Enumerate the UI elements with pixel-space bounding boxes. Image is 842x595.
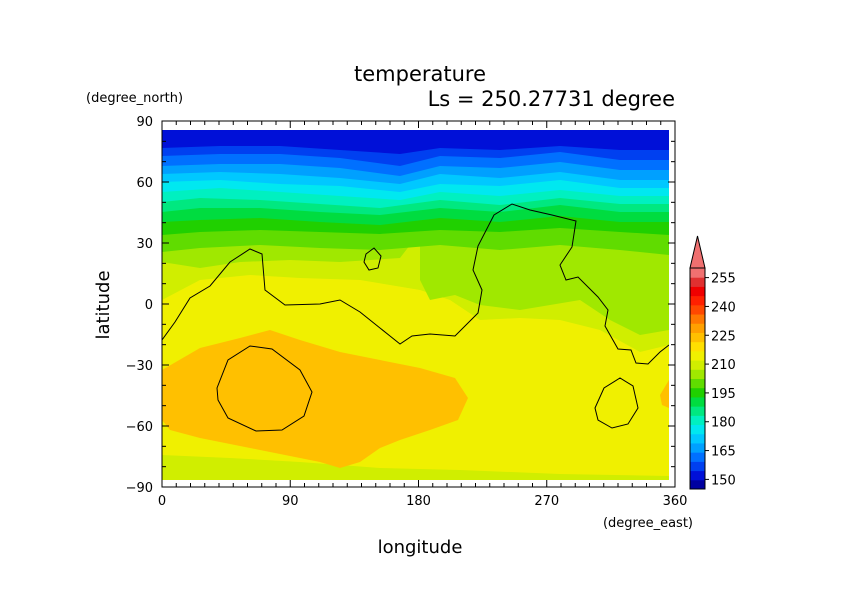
colorbar-swatch <box>690 314 705 324</box>
y-tick-label: 0 <box>145 298 153 313</box>
y-axis: 90 60 30 0 −30 −60 −90 <box>126 115 675 496</box>
colorbar-frame <box>689 267 706 490</box>
contour-line <box>363 247 382 271</box>
x-tick-label: 270 <box>534 494 559 509</box>
y-tick-label: −90 <box>126 481 153 496</box>
y-unit-label: (degree_north) <box>86 91 183 106</box>
band-fill <box>420 232 669 335</box>
colorbar-label: 165 <box>711 445 736 460</box>
colorbar-swatch <box>690 268 705 278</box>
band-fill <box>162 130 669 154</box>
x-tick-label: 180 <box>406 494 431 509</box>
colorbar-label: 225 <box>711 329 736 344</box>
colorbar-swatch <box>690 341 705 352</box>
colorbar-label: 240 <box>711 300 736 315</box>
colorbar-label: 195 <box>711 387 736 402</box>
y-axis-label: latitude <box>93 270 114 339</box>
contour-line <box>162 203 669 365</box>
colorbar-swatch <box>690 387 705 398</box>
colorbar-swatch <box>690 433 705 444</box>
band-fill <box>162 170 669 192</box>
x-tick-label: 0 <box>158 494 166 509</box>
contour-line <box>216 345 313 432</box>
y-tick-label: 30 <box>136 237 153 252</box>
colorbar-label: 180 <box>711 416 736 431</box>
y-tick-label: −30 <box>126 359 153 374</box>
colorbar-swatch <box>690 442 705 453</box>
contour-lines <box>162 203 669 432</box>
colorbar-swatch <box>690 479 705 490</box>
colorbar-swatch <box>690 369 705 379</box>
colorbar-label: 150 <box>711 473 736 488</box>
contour-line <box>594 377 639 429</box>
colorbar-swatch <box>690 323 705 333</box>
colorbar-swatch <box>690 452 705 462</box>
y-tick-label: 60 <box>136 176 153 191</box>
colorbar-swatch <box>690 470 705 481</box>
colorbar-swatch <box>690 304 705 315</box>
colorbar-swatch <box>690 360 705 370</box>
colorbar-swatch <box>690 461 705 472</box>
x-unit-label: (degree_east) <box>603 516 693 531</box>
y-tick-label: −60 <box>126 420 153 435</box>
colorbar-label: 255 <box>711 272 736 287</box>
x-axis-label: longitude <box>378 537 463 558</box>
y-tick-label: 90 <box>136 115 153 130</box>
colorbar-swatch <box>690 396 705 407</box>
colorbar-swatch <box>690 277 705 287</box>
colorbar-swatch <box>690 378 705 389</box>
chart-title: temperature <box>354 62 486 86</box>
chart-subtitle: Ls = 250.27731 degree <box>428 87 675 111</box>
band-fill <box>660 380 669 408</box>
temperature-field <box>162 130 669 480</box>
colorbar-swatch <box>690 286 705 297</box>
x-tick-label: 360 <box>663 494 688 509</box>
band-fill <box>162 455 669 480</box>
colorbar-swatch <box>690 415 705 426</box>
colorbar-swatch <box>690 406 705 416</box>
band-fill <box>162 330 468 468</box>
band-fill <box>162 150 669 176</box>
x-tick-label: 90 <box>282 494 299 509</box>
colorbar-swatch <box>690 350 705 361</box>
band-fill <box>162 180 669 200</box>
colorbar-extension <box>689 235 706 269</box>
colorbar-swatch <box>690 332 705 343</box>
colorbar-swatch <box>690 424 705 435</box>
colorbar-swatch <box>690 295 705 306</box>
x-axis: 0 90 180 270 360 <box>158 121 688 509</box>
colorbar: 150 165 180 195 210 225 240 255 <box>689 235 736 490</box>
colorbar-label: 210 <box>711 358 736 373</box>
